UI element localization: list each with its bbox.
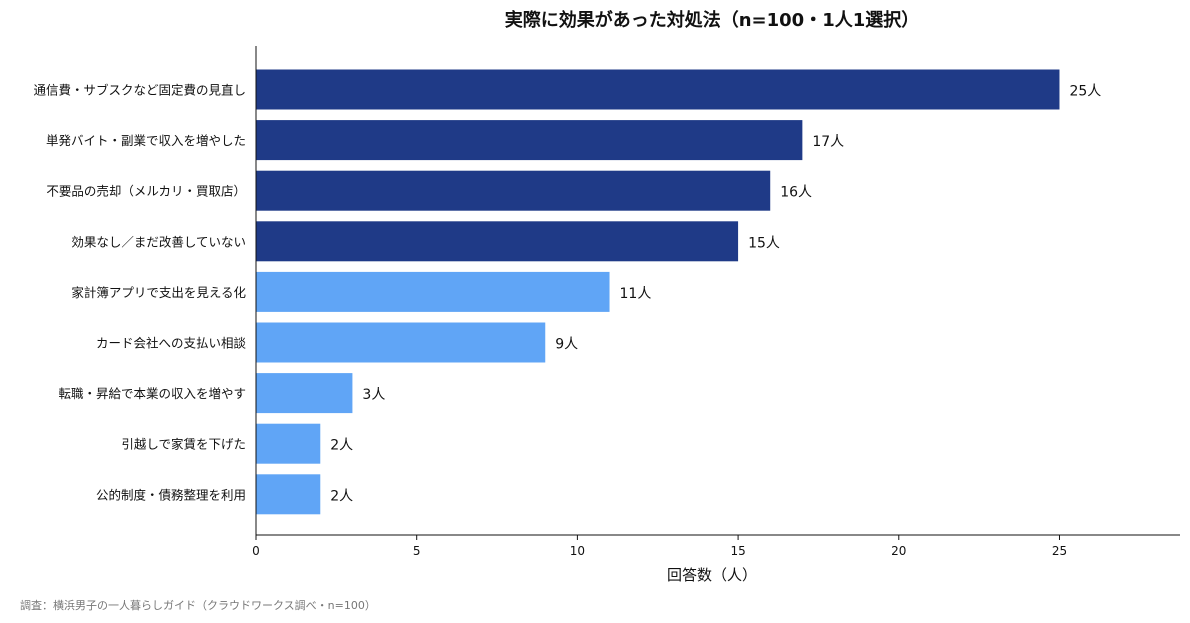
data-label: 16人	[780, 185, 812, 201]
category-label: 不要品の売却（メルカリ・買取店）	[46, 184, 246, 199]
bar	[256, 221, 739, 262]
data-label: 9人	[555, 337, 578, 353]
data-label: 2人	[330, 438, 353, 454]
category-label: 単発バイト・副業で収入を増やした	[46, 133, 246, 148]
category-label: 家計簿アプリで支出を見える化	[71, 285, 246, 300]
bar	[256, 69, 1060, 110]
data-label: 11人	[620, 286, 652, 302]
bar	[256, 373, 353, 414]
x-tick-label: 0	[252, 544, 260, 558]
category-label: 効果なし／まだ改善していない	[71, 234, 246, 249]
x-tick-label: 5	[413, 544, 421, 558]
bar	[256, 170, 771, 211]
category-label: 公的制度・債務整理を利用	[96, 487, 246, 502]
bar	[256, 423, 321, 464]
x-axis-label: 回答数（人）	[667, 566, 757, 584]
chart-title: 実際に効果があった対処法（n=100・1人1選択）	[505, 9, 920, 31]
x-tick-label: 25	[1052, 544, 1067, 558]
data-label: 2人	[330, 488, 353, 504]
x-tick-label: 10	[570, 544, 585, 558]
source-note: 調査：横浜男子の一人暮らしガイド（クラウドワークス調べ・n=100）	[20, 599, 376, 612]
bar	[256, 474, 321, 515]
data-label: 17人	[812, 134, 844, 150]
category-label: 通信費・サブスクなど固定費の見直し	[33, 83, 246, 98]
category-label: カード会社への支払い相談	[96, 336, 247, 351]
data-label: 3人	[362, 387, 385, 403]
x-tick-label: 15	[730, 544, 745, 558]
x-tick-label: 20	[891, 544, 906, 558]
category-label: 転職・昇給で本業の収入を増やす	[58, 386, 246, 401]
data-label: 25人	[1069, 84, 1101, 100]
bar	[256, 271, 610, 312]
data-label: 15人	[748, 235, 780, 251]
bar	[256, 322, 546, 363]
bar	[256, 120, 803, 161]
category-label: 引越しで家賃を下げた	[121, 437, 246, 452]
